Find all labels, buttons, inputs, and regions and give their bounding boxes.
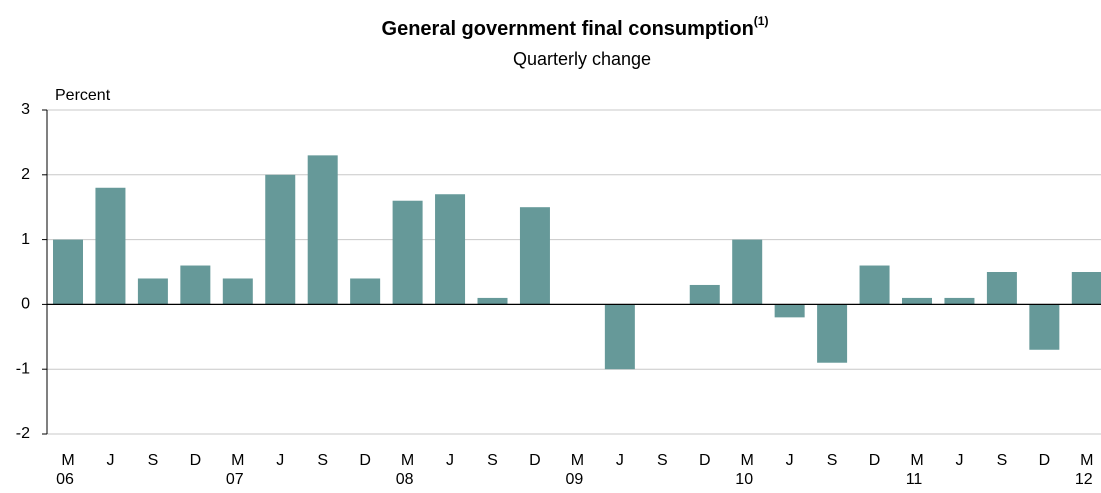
bar xyxy=(1071,272,1101,305)
bar xyxy=(604,304,635,370)
y-tick-label: -1 xyxy=(16,360,30,377)
bar xyxy=(817,304,848,363)
x-tick-label: J xyxy=(955,452,963,469)
chart-subtitle: Quarterly change xyxy=(513,49,651,69)
bar xyxy=(53,239,83,305)
x-tick-label: J xyxy=(276,452,284,469)
bar xyxy=(859,265,890,305)
x-tick-label: J xyxy=(446,452,454,469)
x-tick-label: M xyxy=(231,452,244,469)
bar xyxy=(986,272,1017,305)
x-year-label: 08 xyxy=(396,471,414,488)
bar xyxy=(222,278,253,305)
x-tick-label: M xyxy=(401,452,414,469)
x-tick-label: S xyxy=(997,452,1008,469)
x-year-label: 07 xyxy=(226,471,244,488)
y-tick-label: 2 xyxy=(21,166,30,183)
bar xyxy=(180,265,211,305)
x-year-label: 06 xyxy=(56,471,74,488)
bar xyxy=(902,297,932,305)
x-tick-label: S xyxy=(487,452,498,469)
x-tick-label: J xyxy=(786,452,794,469)
y-tick-label: 3 xyxy=(21,101,30,118)
x-tick-label: D xyxy=(190,452,202,469)
bar xyxy=(774,304,805,318)
bar xyxy=(689,284,720,305)
y-tick-label: -2 xyxy=(16,425,30,442)
bar xyxy=(477,297,508,305)
x-tick-label: M xyxy=(571,452,584,469)
bar xyxy=(435,194,466,305)
x-tick-label: M xyxy=(910,452,923,469)
x-tick-label: D xyxy=(699,452,711,469)
x-tick-label: D xyxy=(359,452,371,469)
x-year-label: 10 xyxy=(735,471,753,488)
bar xyxy=(95,187,126,305)
x-tick-label: S xyxy=(657,452,668,469)
y-tick-label: 0 xyxy=(21,296,30,313)
x-tick-label: J xyxy=(616,452,624,469)
bar xyxy=(307,155,338,305)
bar xyxy=(265,174,296,305)
x-tick-label: D xyxy=(1039,452,1051,469)
x-year-label: 11 xyxy=(906,471,923,488)
x-tick-label: M xyxy=(741,452,754,469)
x-year-label: 12 xyxy=(1075,471,1093,488)
chart-title: General government final consumption(1) xyxy=(382,14,769,40)
x-tick-label: J xyxy=(106,452,114,469)
x-tick-label: M xyxy=(61,452,74,469)
bar xyxy=(392,200,423,305)
bar xyxy=(1029,304,1060,350)
x-tick-label: M xyxy=(1080,452,1093,469)
bar xyxy=(732,239,763,305)
bar xyxy=(944,297,975,305)
x-tick-label: S xyxy=(148,452,159,469)
bar xyxy=(350,278,381,305)
x-tick-label: D xyxy=(529,452,541,469)
x-tick-label: S xyxy=(827,452,838,469)
title-text: General government final consumption xyxy=(382,18,754,40)
x-tick-label: S xyxy=(317,452,328,469)
bar xyxy=(137,278,168,305)
title-superscript: (1) xyxy=(754,14,769,28)
x-year-label: 09 xyxy=(566,471,584,488)
x-tick-label: D xyxy=(869,452,881,469)
bar xyxy=(519,207,550,305)
y-axis-label: Percent xyxy=(55,87,111,104)
y-tick-label: 1 xyxy=(21,231,30,248)
